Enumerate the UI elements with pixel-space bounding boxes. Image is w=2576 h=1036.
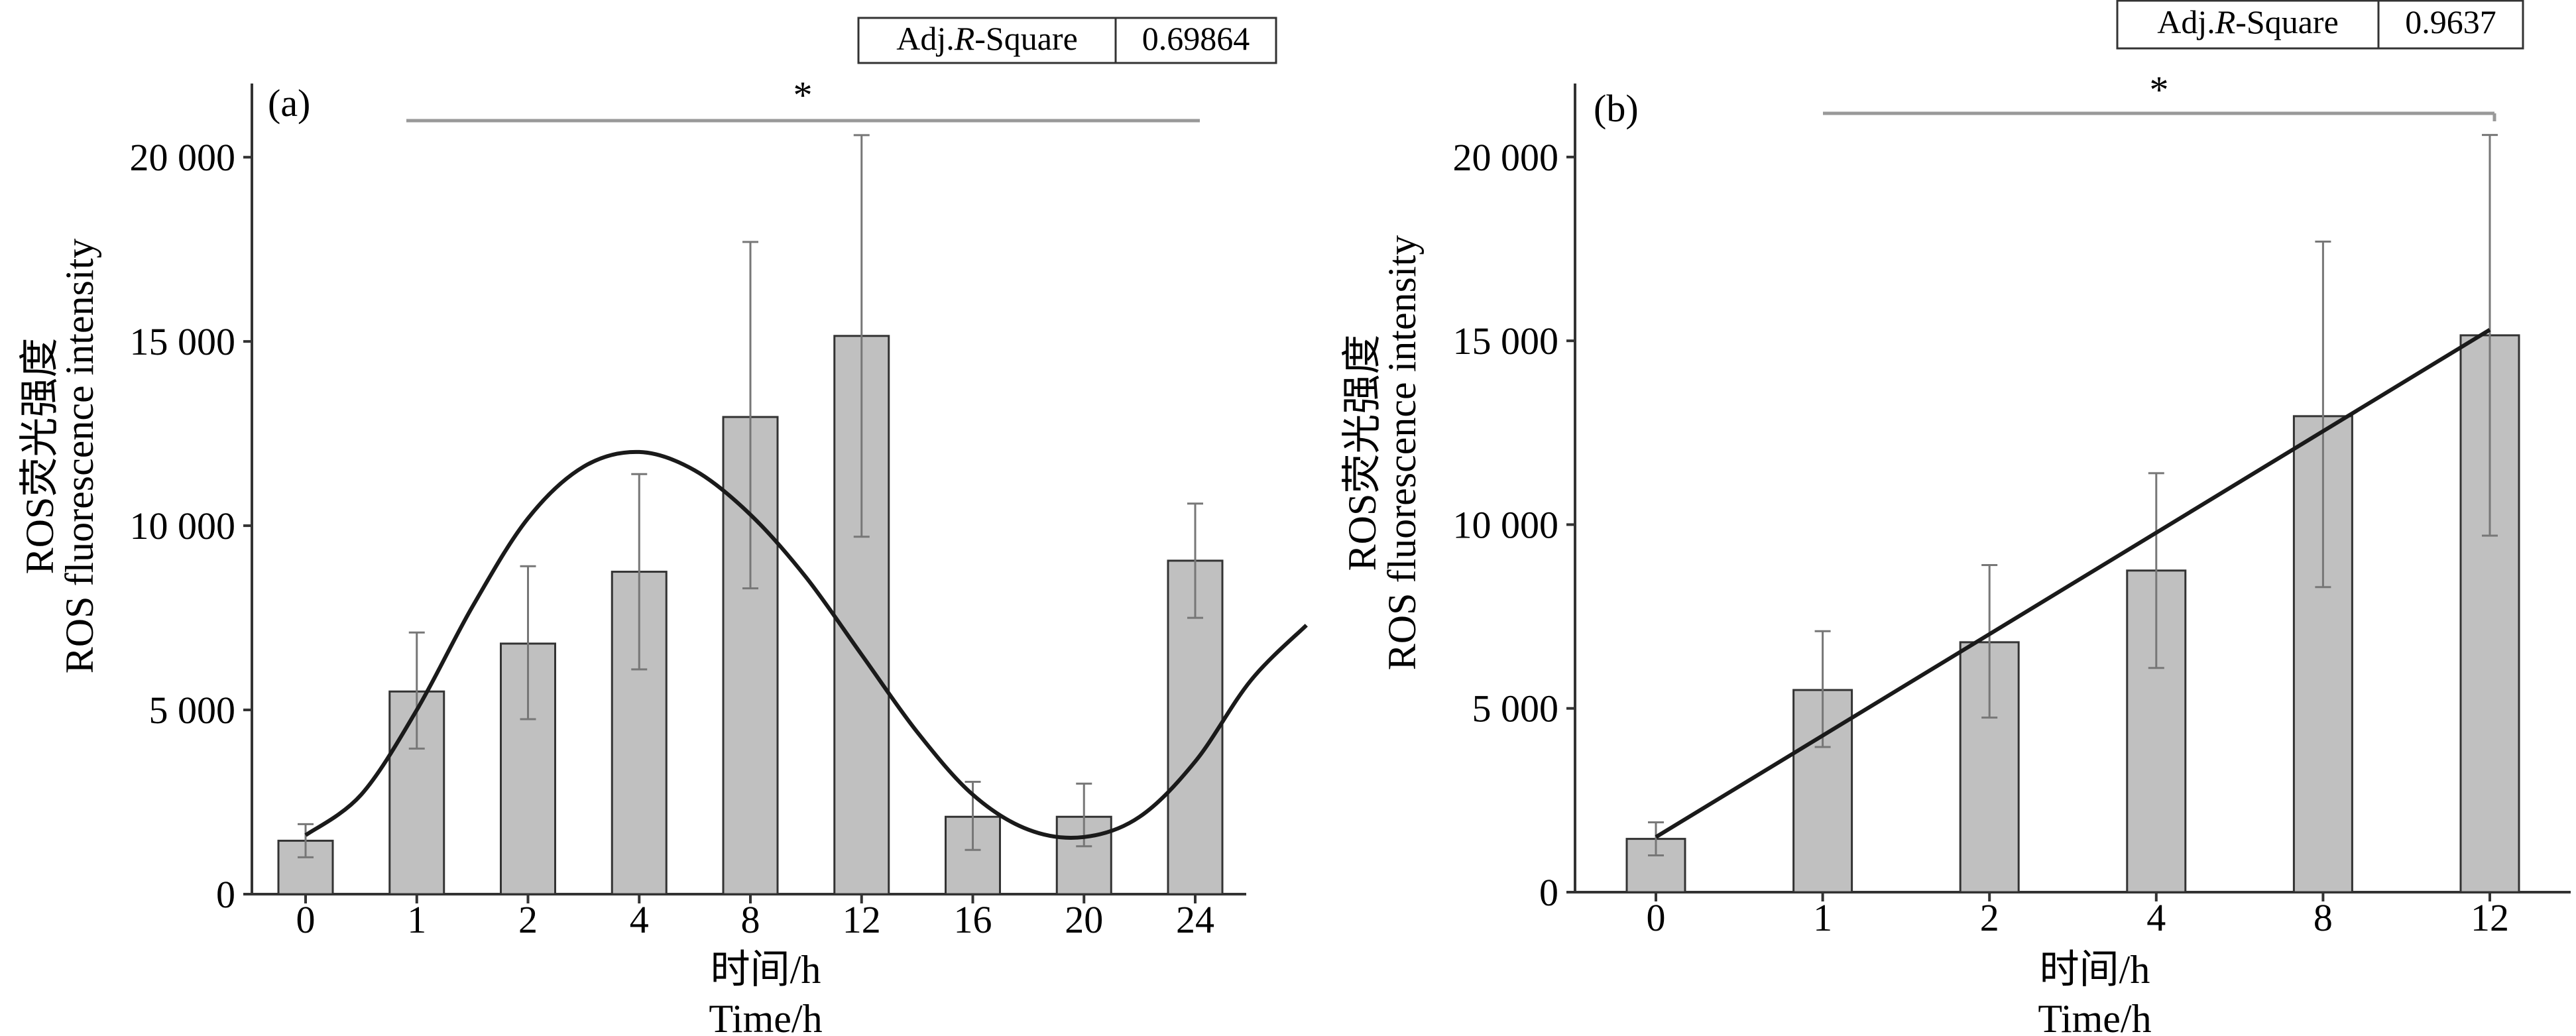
x-tick-label: 2 — [518, 898, 538, 941]
bars — [1625, 334, 2520, 893]
y-tick-label: 20 000 — [1453, 136, 1559, 179]
fit-table-label-italic: R — [954, 20, 975, 57]
fit-line — [1655, 327, 2491, 839]
x-tick-label: 12 — [843, 898, 881, 941]
y-axis-title: ROS荧光强度 ROS fluorescence intensity — [18, 239, 101, 674]
fit-table-label-prefix: Adj. — [896, 20, 955, 57]
fit-table: Adj.R-Square 0.69864 — [857, 17, 1277, 64]
y-axis-title-cn: ROS荧光强度 — [1340, 335, 1384, 571]
y-tick-label: 5 000 — [149, 689, 236, 732]
y-tick-label: 0 — [216, 873, 235, 916]
fit-table-border — [857, 17, 1277, 64]
y-tick-label: 0 — [1539, 871, 1558, 914]
y-ticks: 0 5 000 10 000 15 000 20 000 — [130, 136, 252, 916]
x-tick-label: 8 — [741, 898, 760, 941]
x-tick-label: 1 — [1813, 896, 1832, 939]
y-axis-title-cn: ROS荧光强度 — [18, 338, 62, 575]
y-ticks: 0 5 000 10 000 15 000 20 000 — [1453, 136, 1575, 914]
fit-table-value: 0.69864 — [1142, 20, 1250, 57]
x-tick-label: 20 — [1065, 898, 1103, 941]
x-tick-label: 12 — [2471, 896, 2509, 939]
panel-label: (a) — [268, 82, 310, 125]
significance-marker: * — [793, 74, 813, 117]
x-tick-label: 2 — [1980, 896, 1999, 939]
y-axis-title-en: ROS fluorescence intensity — [58, 239, 101, 674]
fit-table-border — [2116, 0, 2524, 50]
x-axis-title-cn: 时间/h — [711, 948, 821, 992]
fit-table-label: Adj.R-Square — [896, 20, 1078, 57]
panel-label: (b) — [1594, 87, 1639, 130]
fit-table-label: Adj.R-Square — [2157, 3, 2339, 40]
x-ticks: 0 1 2 4 8 12 — [1647, 892, 2509, 939]
y-tick-label: 5 000 — [1472, 687, 1559, 730]
x-axis-title-en: Time/h — [2038, 997, 2151, 1036]
y-axis-title: ROS荧光强度 ROS fluorescence intensity — [1340, 235, 1424, 671]
error-bars — [1648, 134, 2498, 857]
x-tick-label: 0 — [296, 898, 316, 941]
x-tick-label: 4 — [630, 898, 649, 941]
y-tick-label: 10 000 — [130, 504, 236, 547]
x-tick-label: 0 — [1647, 896, 1666, 939]
y-tick-label: 15 000 — [130, 320, 236, 363]
x-tick-label: 8 — [2313, 896, 2333, 939]
y-tick-label: 15 000 — [1453, 319, 1559, 363]
fit-table-value: 0.9637 — [2405, 3, 2496, 40]
fit-table-label-suffix: -Square — [974, 20, 1078, 57]
significance-marker: * — [2150, 68, 2169, 111]
x-tick-label: 1 — [407, 898, 426, 941]
x-axis-title-cn: 时间/h — [2040, 948, 2150, 992]
x-axis-title-en: Time/h — [709, 997, 822, 1036]
panel-b: Adj.R-Square 0.9637 * (b) 0 5 000 10 000 15… — [1340, 0, 2571, 1036]
fit-table-label-prefix: Adj. — [2157, 3, 2215, 40]
y-axis-title-en: ROS fluorescence intensity — [1380, 235, 1424, 671]
y-tick-label: 20 000 — [130, 136, 236, 179]
x-tick-label: 16 — [954, 898, 992, 941]
x-tick-label: 24 — [1176, 898, 1214, 941]
error-bars — [298, 134, 1203, 858]
panel-a: Adj.R-Square 0.69864 * (a) 0 5 000 10 000 1… — [18, 17, 1308, 1036]
x-tick-label: 4 — [2146, 896, 2166, 939]
fit-table: Adj.R-Square 0.9637 — [2116, 0, 2524, 50]
fit-table-label-italic: R — [2215, 3, 2236, 40]
y-tick-label: 10 000 — [1453, 503, 1559, 546]
x-ticks: 0 1 2 4 8 12 16 20 24 — [296, 894, 1214, 941]
fit-curve — [304, 449, 1308, 840]
fit-table-label-suffix: -Square — [2235, 3, 2339, 40]
